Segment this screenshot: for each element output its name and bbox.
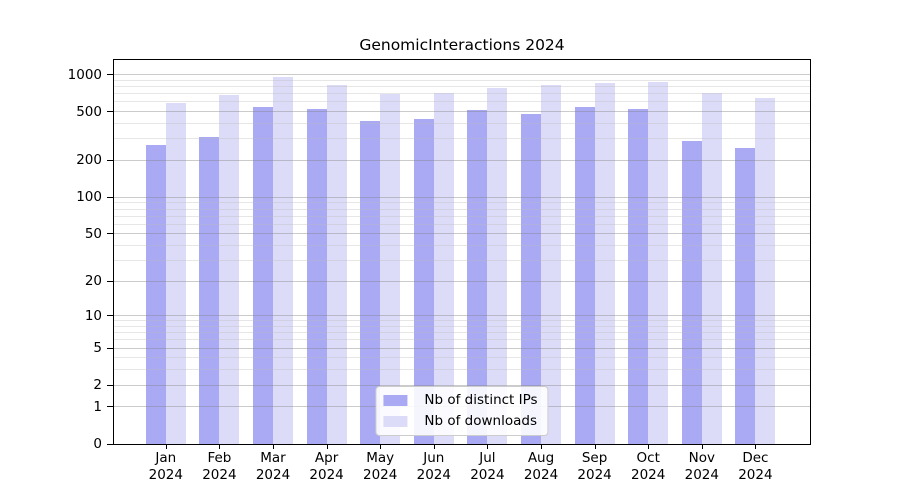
legend-item-downloads: Nb of downloads: [383, 413, 537, 429]
x-axis-tick-label-jan: Jan 2024: [148, 450, 183, 483]
y-axis-tick-label: 5: [93, 340, 102, 357]
x-axis-tick: [219, 445, 221, 449]
bar-downloads-sep: [594, 82, 615, 444]
x-axis-tick-label-aug: Aug 2024: [523, 450, 559, 483]
legend-label-distinct-ips: Nb of distinct IPs: [424, 392, 538, 408]
x-axis-tick-label-dec: Dec 2024: [738, 450, 773, 483]
x-axis-tick-label-nov: Nov 2024: [684, 450, 719, 483]
bar-distinct-ips-jul: [467, 109, 488, 444]
bar-downloads-mar: [273, 77, 293, 444]
x-axis-tick-label-jun: Jun 2024: [416, 450, 451, 483]
chart-title: GenomicInteractions 2024: [359, 36, 565, 54]
x-axis-tick: [648, 445, 650, 449]
bar-downloads-aug: [541, 85, 561, 444]
bar-distinct-ips-may: [360, 120, 381, 444]
x-axis-tick: [273, 445, 274, 449]
y-axis-tick: [107, 315, 113, 317]
x-axis-tick: [594, 445, 596, 449]
bar-downloads-jul: [487, 88, 508, 444]
bar-distinct-ips-sep: [574, 106, 595, 444]
x-axis-tick-label-apr: Apr 2024: [309, 450, 344, 483]
bars-layer: [114, 60, 810, 444]
bar-downloads-nov: [701, 93, 722, 444]
y-axis-tick: [107, 443, 113, 445]
x-axis-tick-label-jul: Jul 2024: [470, 450, 505, 483]
bar-distinct-ips-nov: [681, 140, 702, 444]
bar-distinct-ips-jun: [413, 118, 434, 444]
legend: Nb of distinct IPs Nb of downloads: [375, 386, 549, 436]
bar-downloads-jan: [165, 102, 186, 444]
bar-distinct-ips-aug: [521, 113, 541, 444]
bar-distinct-ips-dec: [735, 147, 756, 444]
y-axis-tick-label: 200: [76, 152, 102, 169]
y-axis-tick-label: 1: [93, 398, 102, 415]
x-axis-tick-label-sep: Sep 2024: [577, 450, 612, 483]
legend-swatch-downloads: [383, 415, 408, 427]
bar-downloads-oct: [648, 81, 669, 444]
y-axis-tick-label: 500: [76, 103, 102, 120]
y-axis-tick: [107, 406, 113, 408]
y-axis-tick-label: 20: [84, 273, 102, 290]
y-axis-tick: [107, 159, 113, 161]
bar-distinct-ips-oct: [628, 109, 649, 444]
y-axis-tick: [107, 111, 113, 113]
x-axis-tick: [165, 445, 167, 449]
x-axis-tick-label-feb: Feb 2024: [202, 450, 237, 483]
y-axis-tick: [107, 280, 113, 282]
bar-distinct-ips-jan: [145, 145, 166, 444]
y-axis-tick-label: 10: [84, 307, 102, 324]
x-axis-tick: [433, 445, 435, 449]
legend-item-distinct-ips: Nb of distinct IPs: [383, 392, 538, 408]
x-axis-tick: [380, 445, 382, 449]
x-axis-tick-label-oct: Oct 2024: [631, 450, 666, 483]
y-axis-tick: [107, 384, 113, 386]
x-axis-tick: [326, 445, 328, 449]
x-axis-tick-label-may: May 2024: [363, 450, 398, 483]
x-axis-tick: [541, 445, 542, 449]
bar-distinct-ips-apr: [306, 109, 327, 444]
bar-downloads-feb: [219, 94, 240, 444]
y-axis-tick: [107, 347, 113, 349]
bar-downloads-dec: [755, 98, 776, 444]
y-axis-tick: [107, 196, 113, 198]
x-axis-tick: [487, 445, 489, 449]
y-axis-tick: [107, 74, 113, 76]
plot-area: Nb of distinct IPs Nb of downloads: [113, 59, 811, 445]
y-axis-tick: [107, 233, 113, 235]
bar-downloads-apr: [326, 85, 347, 444]
bar-downloads-may: [380, 93, 401, 444]
legend-swatch-distinct-ips: [383, 394, 408, 406]
bar-distinct-ips-feb: [199, 136, 220, 444]
y-axis-tick-label: 100: [76, 189, 102, 206]
y-axis-tick-label: 50: [84, 225, 102, 242]
x-axis-tick: [755, 445, 757, 449]
x-axis-tick: [701, 445, 703, 449]
x-axis-tick-label-mar: Mar 2024: [255, 450, 291, 483]
bar-distinct-ips-mar: [253, 106, 273, 444]
y-axis-tick-label: 2: [93, 377, 102, 394]
y-axis-tick-label: 0: [93, 436, 102, 452]
legend-label-downloads: Nb of downloads: [424, 413, 537, 429]
bar-downloads-jun: [433, 93, 454, 444]
y-axis-tick-label: 1000: [67, 66, 102, 83]
